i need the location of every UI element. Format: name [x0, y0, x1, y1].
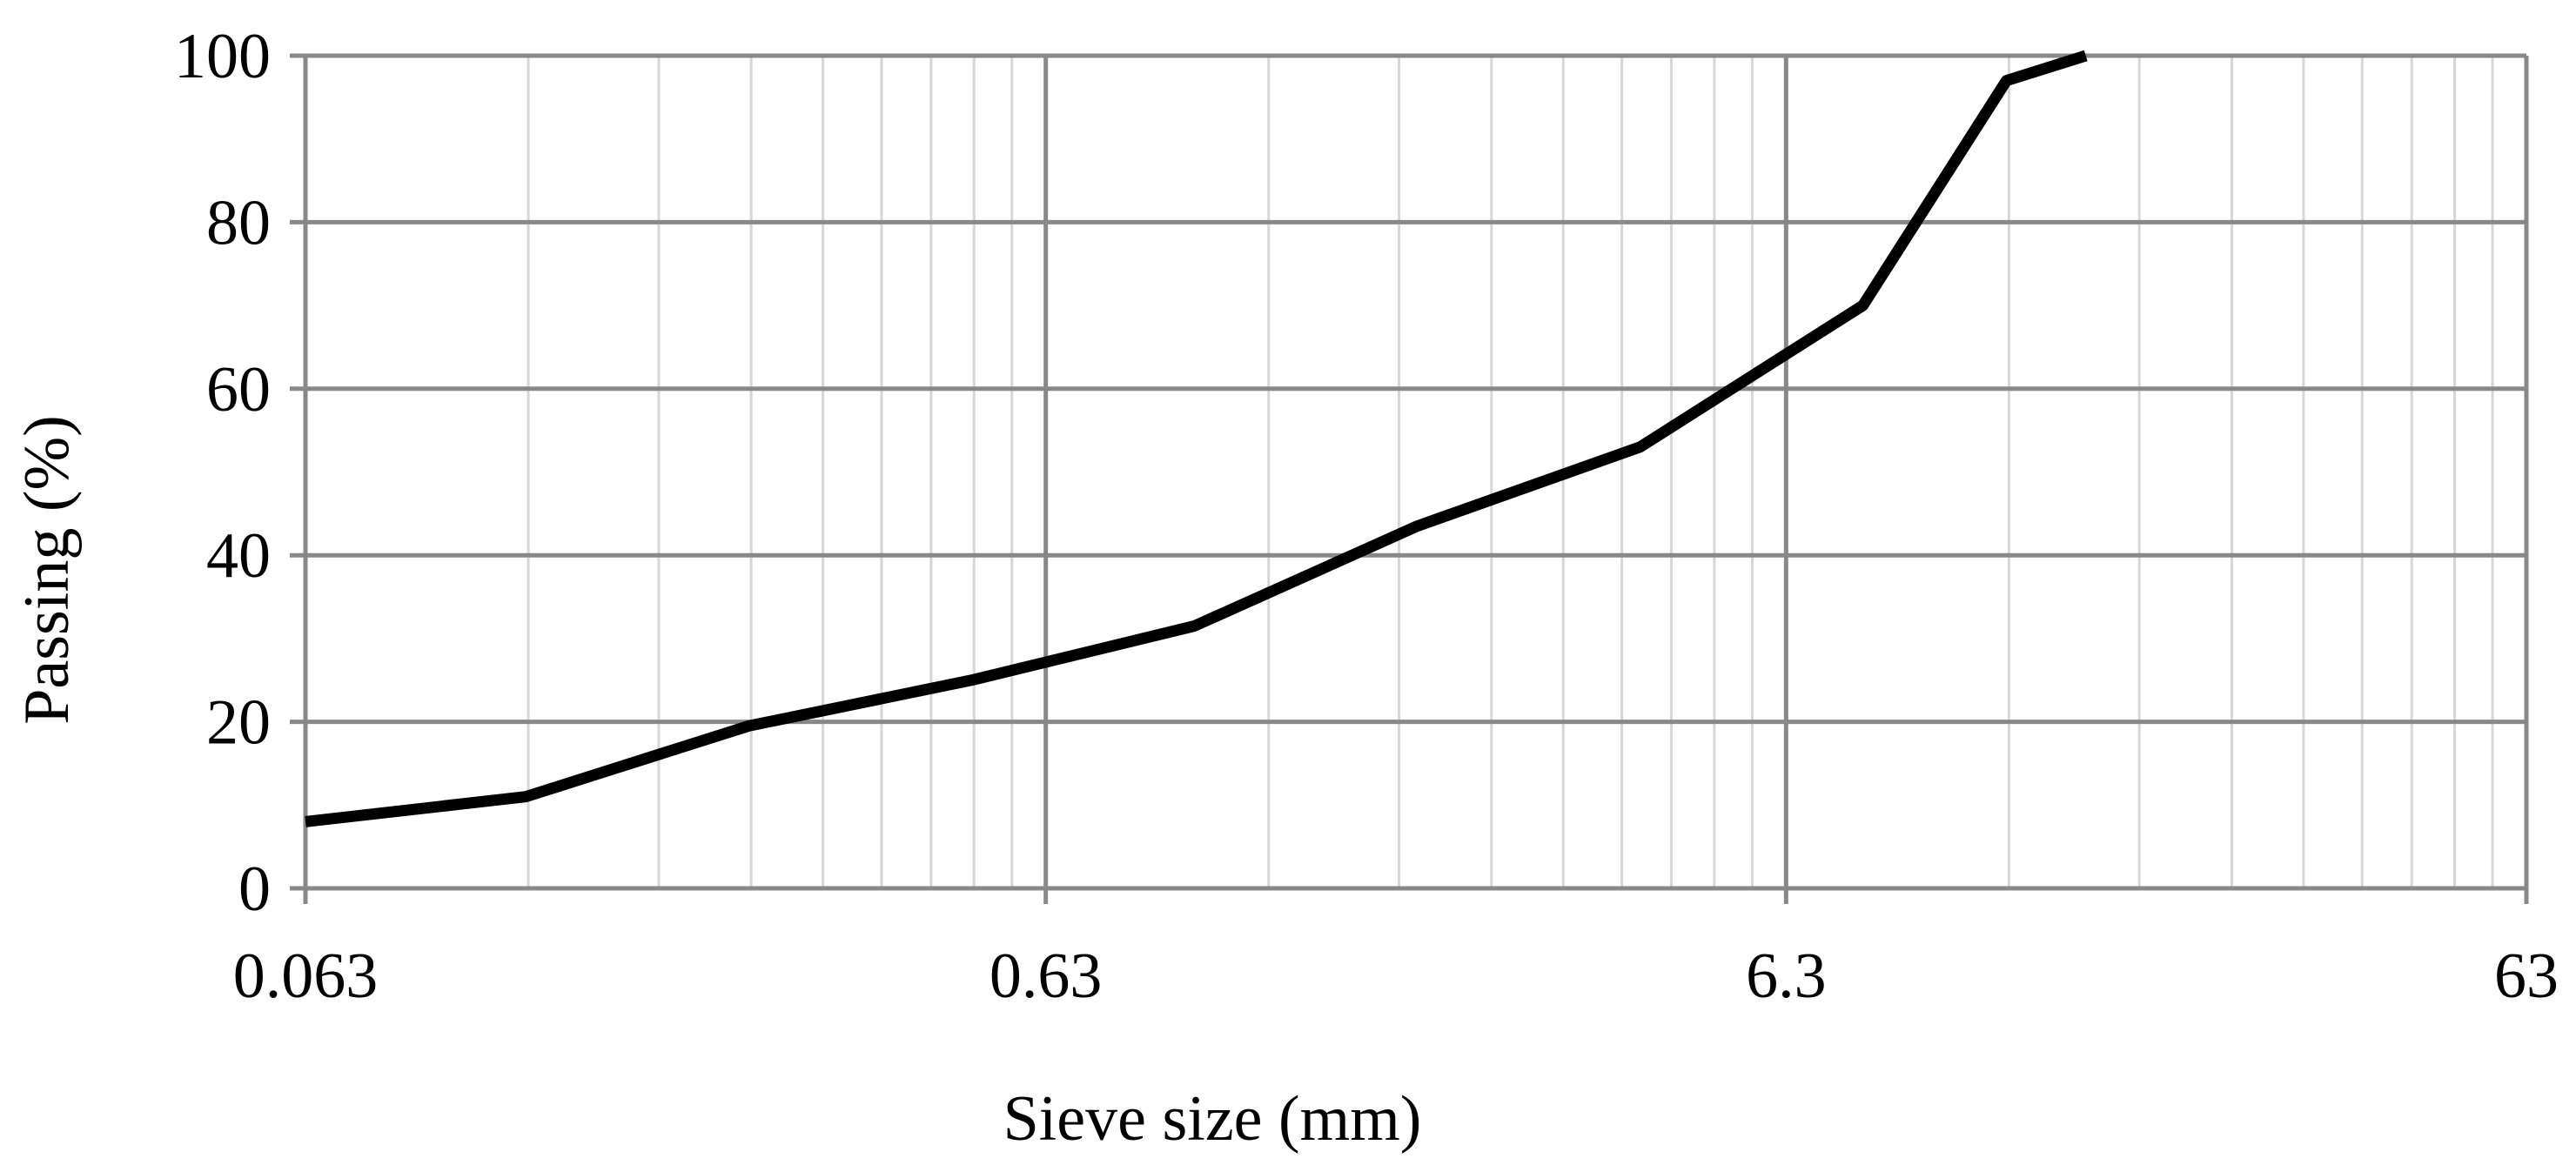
- y-tick-label: 80: [206, 187, 271, 258]
- tick-labels: 0 20 40 60 80 100 0.063 0.63 6.3 63: [174, 21, 2559, 1012]
- y-tick-label: 0: [238, 854, 271, 925]
- y-tick-label: 60: [206, 354, 271, 425]
- minor-grid: [527, 56, 2494, 888]
- major-grid: [305, 53, 2529, 888]
- x-tick-label: 63: [2494, 941, 2559, 1012]
- x-tick-label: 0.63: [989, 941, 1103, 1012]
- axes: [290, 53, 2529, 904]
- y-tick-label: 40: [206, 520, 271, 592]
- series-line: [305, 50, 2088, 827]
- series-layer: [305, 50, 2088, 827]
- x-axis-title: Sieve size (mm): [1003, 1083, 1422, 1155]
- x-tick-label: 0.063: [233, 941, 379, 1012]
- y-tick-label: 20: [206, 687, 271, 759]
- y-axis-title: Passing (%): [11, 415, 83, 725]
- y-tick-label: 100: [174, 21, 271, 92]
- x-tick-label: 6.3: [1746, 941, 1827, 1012]
